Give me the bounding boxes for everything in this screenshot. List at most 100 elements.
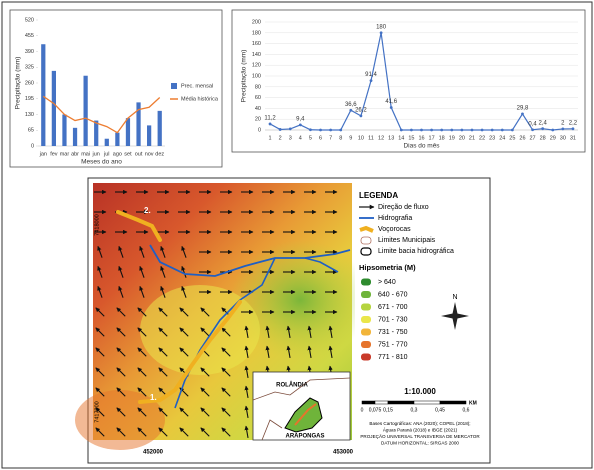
scale-segment — [361, 400, 376, 405]
x-tick-label: fev — [50, 151, 58, 157]
x-tick-label: 1 — [269, 135, 272, 141]
flow-arrow — [286, 325, 291, 339]
flow-arrow — [200, 387, 210, 397]
flow-arrow — [179, 427, 189, 437]
point — [531, 128, 534, 132]
flow-arrow — [307, 345, 312, 359]
point — [420, 128, 423, 132]
point — [430, 128, 433, 132]
flow-arrow — [179, 327, 189, 337]
flow-arrow — [158, 427, 168, 437]
hypsometry-swatch — [361, 328, 371, 336]
x-tick-label: 5 — [309, 135, 312, 141]
x-tick-label: 27 — [530, 135, 536, 141]
river — [149, 244, 351, 277]
flow-arrow — [244, 345, 249, 359]
flow-arrow — [139, 245, 145, 258]
flow-arrow — [116, 347, 126, 357]
flow-arrow — [139, 285, 145, 298]
flow-arrow — [200, 307, 210, 317]
point — [349, 108, 353, 112]
x-tick-label: 10 — [358, 135, 364, 141]
credit: Bases Cartográficas: ANA (2020); COPEL (… — [369, 421, 470, 426]
flow-arrow — [244, 365, 249, 379]
legend-label: Limite bacia hidrográfica — [378, 248, 454, 255]
flow-arrow — [200, 327, 210, 337]
y-tick-label: 140 — [252, 52, 261, 58]
flow-arrow — [221, 427, 231, 437]
point — [470, 128, 474, 132]
gully — [116, 210, 162, 242]
flow-arrow — [95, 407, 105, 417]
terrain-high — [75, 390, 165, 450]
x-tick-label: jan — [39, 151, 47, 157]
scale-label: 0,075 — [369, 407, 382, 413]
point — [410, 128, 413, 132]
bar — [104, 138, 109, 146]
flow-arrow — [139, 265, 145, 278]
data-label: 0,4 — [528, 121, 537, 127]
flow-arrow — [158, 347, 168, 357]
flow-arrow — [160, 245, 166, 258]
y-tick-label: 120 — [252, 63, 261, 69]
municipal-limit — [252, 377, 351, 401]
bar — [83, 75, 88, 146]
point — [399, 128, 403, 132]
flow-arrow — [221, 407, 231, 417]
legend-label: Média histórica — [181, 96, 219, 102]
flow-arrow — [328, 325, 333, 339]
hypsometry-label: > 640 — [378, 279, 396, 286]
hypsometry-label: 731 - 750 — [378, 329, 408, 336]
y-tick-label: 180 — [252, 30, 261, 36]
bar — [147, 125, 152, 146]
bar — [62, 114, 67, 146]
point — [561, 127, 565, 131]
x-tick-label: set — [124, 151, 132, 157]
x-tick-label: 14 — [398, 135, 404, 141]
credit: Águas Paraná (2018) e IBGE (2021) — [383, 427, 458, 433]
y-tick-label: 200 — [252, 19, 261, 25]
flow-arrow — [221, 347, 231, 357]
y-axis-title: Precipitação (mm) — [241, 50, 248, 103]
x-tick-label: 17 — [429, 135, 435, 141]
y-axis-title: Precipitação (mm) — [15, 57, 22, 110]
hypsometry-swatch — [361, 303, 371, 311]
y-tick-label: 20 — [255, 117, 261, 123]
point — [440, 128, 444, 132]
point — [490, 128, 494, 132]
flow-arrow — [116, 307, 126, 317]
x-tick-label: 25 — [509, 135, 515, 141]
y-tick-label: 130 — [25, 112, 34, 118]
x-tick-label: 19 — [449, 135, 455, 141]
bar — [115, 132, 120, 146]
hypsometry-swatch — [361, 353, 371, 361]
data-label: 2 — [561, 120, 565, 126]
scale-label: 0,6 — [463, 407, 470, 413]
map-scale: 1:10.000 — [404, 387, 436, 396]
northing-label: 7418000 — [94, 214, 100, 235]
hypsometry-swatch — [361, 341, 371, 348]
x-tick-label: 18 — [439, 135, 445, 141]
y-tick-label: 390 — [25, 49, 34, 55]
y-tick-label: 455 — [25, 33, 34, 39]
flow-arrow — [97, 245, 103, 258]
point — [309, 128, 312, 132]
flow-arrow — [137, 347, 147, 357]
x-tick-label: mai — [81, 151, 90, 157]
flow-arrow — [181, 265, 187, 278]
flow-arrow — [158, 407, 168, 417]
hypsometry-label: 701 - 730 — [378, 316, 408, 323]
terrain-mid — [140, 285, 260, 375]
flow-arrow — [137, 367, 147, 377]
flow-arrow — [160, 285, 166, 298]
flow-arrow — [118, 285, 124, 298]
flow-arrow — [116, 407, 126, 417]
x-tick-label: 7 — [329, 135, 332, 141]
flow-arrow — [179, 307, 189, 317]
hypsometry-swatch — [361, 278, 371, 286]
x-tick-label: nov — [145, 151, 154, 157]
gully — [138, 300, 242, 404]
data-label: 26,2 — [355, 107, 367, 113]
point — [379, 31, 383, 35]
